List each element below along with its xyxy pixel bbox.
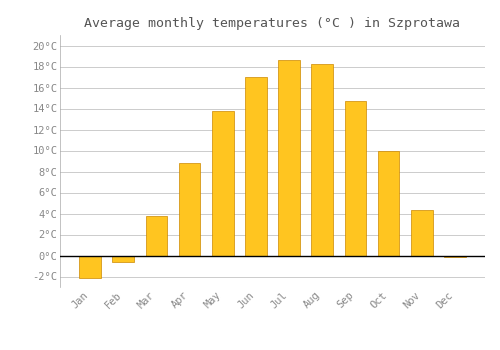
- Bar: [179, 163, 201, 256]
- Bar: [245, 77, 266, 256]
- Bar: [444, 256, 466, 257]
- Bar: [411, 210, 432, 256]
- Bar: [146, 216, 167, 256]
- Title: Average monthly temperatures (°C ) in Szprotawa: Average monthly temperatures (°C ) in Sz…: [84, 17, 460, 30]
- Bar: [80, 256, 101, 278]
- Bar: [312, 64, 333, 256]
- Bar: [212, 111, 234, 256]
- Bar: [112, 256, 134, 262]
- Bar: [278, 60, 300, 256]
- Bar: [378, 150, 400, 256]
- Bar: [344, 101, 366, 256]
